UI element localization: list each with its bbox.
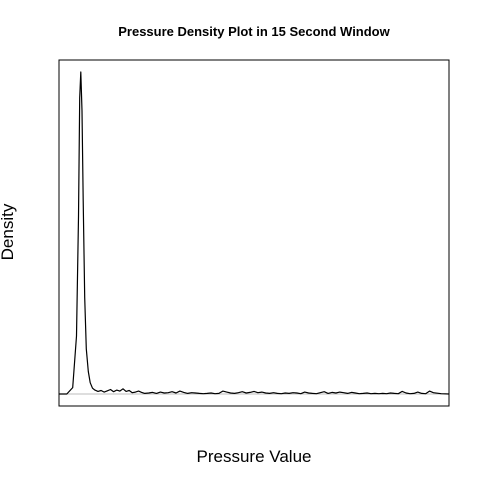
density-line xyxy=(59,71,450,395)
plot-frame xyxy=(58,59,450,407)
y-axis-label: Density xyxy=(0,203,17,260)
x-axis-label: Pressure Value xyxy=(197,447,312,466)
chart-title: Pressure Density Plot in 15 Second Windo… xyxy=(118,24,390,39)
